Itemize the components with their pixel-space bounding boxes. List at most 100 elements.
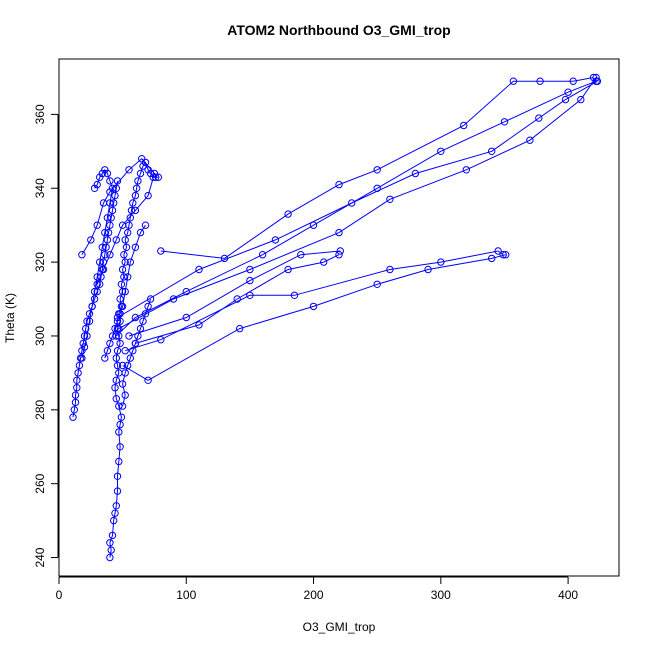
data-point — [121, 287, 129, 296]
series-line — [160, 77, 594, 259]
series-6 — [115, 73, 600, 333]
x-tick-label: 0 — [56, 588, 63, 602]
series-line — [122, 298, 152, 407]
data-point — [90, 287, 99, 296]
x-axis-label: O3_GMI_trop — [303, 620, 376, 634]
series-7 — [113, 77, 602, 322]
chart-title: ATOM2 Northbound O3_GMI_trop — [227, 22, 450, 38]
y-tick-label: 340 — [33, 178, 47, 198]
data-point — [236, 324, 244, 333]
data-point — [564, 88, 572, 96]
data-point — [149, 173, 157, 181]
data-point — [509, 77, 518, 85]
data-point — [146, 169, 155, 178]
data-point — [111, 384, 119, 392]
data-point — [103, 236, 112, 244]
data-point — [424, 265, 432, 274]
data-point — [71, 398, 80, 407]
data-point — [437, 258, 445, 266]
data-point — [108, 531, 117, 540]
y-tick-label: 260 — [33, 473, 47, 493]
series-line — [128, 250, 341, 337]
data-point — [118, 265, 127, 274]
series-line — [125, 250, 504, 352]
data-point — [126, 354, 135, 362]
data-point — [117, 280, 126, 288]
data-point — [335, 228, 343, 237]
data-point — [113, 317, 122, 325]
data-point — [87, 236, 95, 244]
data-point — [116, 420, 124, 429]
data-point — [309, 302, 318, 311]
data-point — [131, 339, 140, 348]
data-point — [335, 251, 343, 259]
series-line — [122, 254, 506, 381]
data-point — [526, 136, 534, 144]
data-point — [373, 166, 381, 174]
data-point — [99, 199, 108, 207]
data-point — [284, 265, 292, 274]
data-point — [139, 162, 147, 170]
data-point — [157, 336, 165, 344]
y-tick-label: 320 — [33, 252, 47, 272]
data-point — [80, 343, 89, 351]
data-point — [104, 228, 113, 237]
data-point — [107, 546, 115, 554]
data-point — [83, 332, 91, 340]
data-point — [129, 199, 137, 207]
data-point — [494, 247, 502, 255]
data-point — [71, 391, 80, 399]
data-point — [320, 258, 328, 266]
data-point — [157, 247, 165, 255]
data-point — [136, 169, 145, 178]
data-point — [271, 236, 280, 244]
data-point — [132, 184, 141, 193]
data-point — [75, 361, 84, 370]
data-point — [138, 155, 146, 163]
data-point — [90, 295, 99, 303]
y-axis-label: Theta (K) — [3, 293, 17, 343]
data-point — [561, 95, 570, 104]
data-point — [73, 384, 81, 392]
data-point — [136, 228, 145, 237]
data-point — [115, 402, 123, 410]
data-point — [144, 376, 152, 384]
data-point — [113, 472, 122, 480]
data-point — [117, 413, 126, 421]
data-point — [195, 265, 203, 274]
data-point — [106, 539, 114, 547]
data-point — [220, 254, 229, 263]
x-tick-label: 300 — [431, 588, 451, 602]
data-point — [97, 273, 105, 281]
series-line — [72, 180, 118, 418]
data-point — [129, 347, 137, 355]
data-point — [82, 324, 90, 333]
data-point — [246, 276, 254, 285]
data-point — [386, 265, 394, 274]
data-point — [116, 310, 124, 318]
data-point — [70, 406, 79, 414]
data-point — [131, 206, 140, 215]
data-point — [124, 273, 132, 281]
data-point — [113, 177, 122, 185]
data-point — [131, 243, 140, 252]
series-line — [81, 168, 114, 359]
data-point — [182, 313, 191, 322]
x-axis: 0 100 200 300 400 — [56, 576, 578, 602]
data-point — [106, 177, 114, 185]
data-point — [106, 339, 114, 348]
data-point — [121, 236, 129, 244]
data-point — [116, 317, 124, 325]
data-point — [74, 369, 82, 377]
series-line — [104, 224, 146, 359]
data-point — [110, 199, 118, 207]
data-point — [141, 221, 150, 229]
data-point — [90, 184, 99, 193]
data-point — [93, 221, 101, 229]
data-point — [106, 221, 114, 229]
data-point — [284, 210, 292, 218]
data-point — [121, 369, 129, 377]
series-line — [117, 80, 598, 318]
data-point — [85, 310, 94, 318]
data-point — [124, 228, 132, 237]
